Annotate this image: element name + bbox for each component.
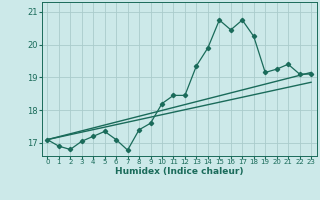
X-axis label: Humidex (Indice chaleur): Humidex (Indice chaleur) [115, 167, 244, 176]
